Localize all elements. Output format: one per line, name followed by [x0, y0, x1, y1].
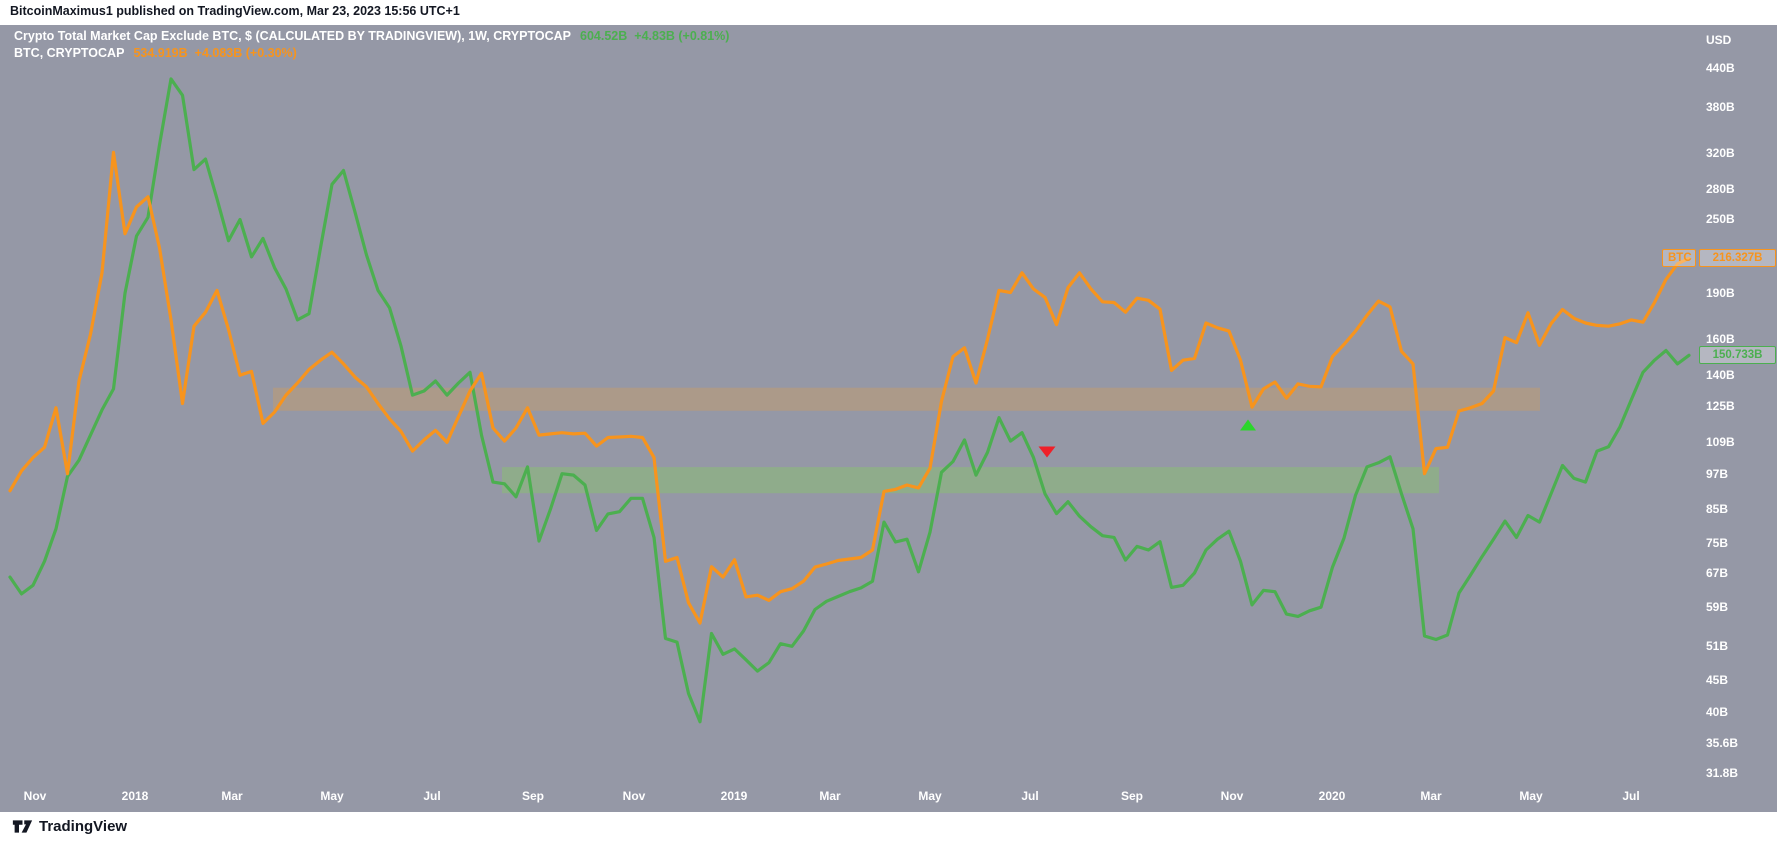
time-tick-label: Nov	[622, 789, 646, 803]
alt-line[interactable]	[8, 77, 1691, 724]
time-tick-label: Jul	[1021, 789, 1039, 803]
buy-marker-icon[interactable]	[1240, 419, 1256, 431]
legend-value-alt: 604.52B	[580, 29, 628, 43]
markers-layer	[1038, 419, 1256, 458]
price-tick-label: 51B	[1706, 639, 1729, 653]
published-byline: BitcoinMaximus1 published on TradingView…	[10, 4, 460, 18]
price-tick-label: 190B	[1706, 286, 1735, 300]
price-tick-label: 380B	[1706, 100, 1735, 114]
legend-change-btc: +4.083B (+0.30%)	[194, 46, 297, 60]
time-tick-label: May	[1519, 789, 1543, 803]
price-tick-label: 31.8B	[1706, 766, 1739, 780]
price-tick-label: 440B	[1706, 61, 1735, 75]
price-tick-label: 125B	[1706, 399, 1735, 413]
price-tick-label: 160B	[1706, 332, 1735, 346]
tradingview-link[interactable]: TradingView	[12, 818, 127, 835]
time-tick-label: Mar	[221, 789, 243, 803]
tradingview-brand-text: TradingView	[39, 818, 128, 835]
price-axis-unit: USD	[1706, 33, 1732, 47]
price-tick-label: 75B	[1706, 536, 1729, 550]
price-axis[interactable]: USD 440B 380B 320B 280B 250B 190B 160B 140B 125B…	[1697, 25, 1777, 783]
time-tick-label: Nov	[23, 789, 47, 803]
highlight-band	[502, 467, 1439, 494]
price-tick-label: 140B	[1706, 368, 1735, 382]
price-tick-label: 40B	[1706, 705, 1729, 719]
price-tick-label: 45B	[1706, 673, 1729, 687]
legend-title-alt: Crypto Total Market Cap Exclude BTC, $ (…	[14, 29, 571, 43]
btc-line[interactable]	[8, 150, 1691, 625]
time-tick-label: May	[320, 789, 344, 803]
price-tick-label: 250B	[1706, 212, 1735, 226]
time-tick-label: May	[918, 789, 942, 803]
time-tick-label: Sep	[1120, 789, 1144, 803]
time-tick-label: Mar	[1420, 789, 1442, 803]
price-tick-label: 97B	[1706, 467, 1729, 481]
price-tick-label: 320B	[1706, 146, 1735, 160]
price-tick-label: 109B	[1706, 435, 1735, 449]
legend-change-alt: +4.83B (+0.81%)	[634, 29, 730, 43]
sell-marker-icon[interactable]	[1038, 446, 1056, 458]
btc-price-label: 216.327B	[1699, 249, 1776, 267]
legend-title-btc: BTC, CRYPTOCAP	[14, 46, 125, 60]
time-tick-year: 2020	[1318, 789, 1346, 803]
legend-row-btc[interactable]: BTC, CRYPTOCAP 534.919B +4.083B (+0.30%)	[14, 45, 729, 62]
price-tick-label: 35.6B	[1706, 736, 1739, 750]
legend-row-alt[interactable]: Crypto Total Market Cap Exclude BTC, $ (…	[14, 28, 729, 45]
time-tick-label: Sep	[521, 789, 545, 803]
time-tick-year: 2019	[720, 789, 748, 803]
price-tick-label: 67B	[1706, 566, 1729, 580]
btc-price-tag: BTC	[1662, 249, 1696, 267]
tradingview-logo-icon	[12, 818, 33, 835]
price-tick-label: 280B	[1706, 182, 1735, 196]
time-tick-label: Mar	[819, 789, 841, 803]
legend-value-btc: 534.919B	[133, 46, 188, 60]
time-tick-label: Nov	[1220, 789, 1244, 803]
time-axis[interactable]: Nov 2018 Mar May Jul Sep Nov 2019 Mar May Jul Sep No…	[0, 784, 1777, 812]
alt-price-label: 150.733B	[1699, 346, 1776, 364]
price-tick-label: 59B	[1706, 600, 1729, 614]
chart-legend: Crypto Total Market Cap Exclude BTC, $ (…	[14, 28, 729, 62]
price-tick-label: 85B	[1706, 502, 1729, 516]
time-tick-label: Jul	[1622, 789, 1640, 803]
time-tick-label: Jul	[423, 789, 441, 803]
highlight-band	[273, 387, 1540, 411]
time-tick-year: 2018	[121, 789, 149, 803]
chart-background	[0, 25, 1777, 812]
